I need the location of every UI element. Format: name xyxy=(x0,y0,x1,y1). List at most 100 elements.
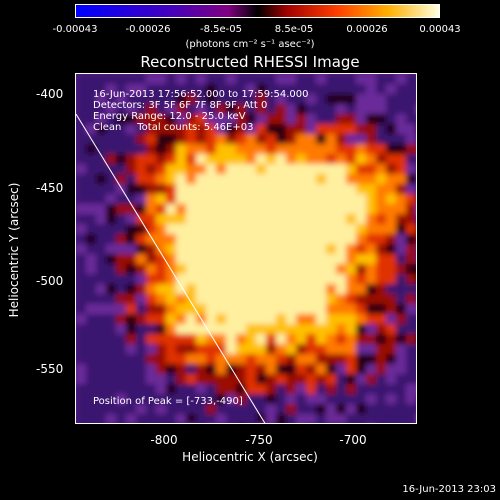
heatmap-cell xyxy=(416,194,417,204)
heatmap-cell xyxy=(156,94,166,104)
heatmap-cell xyxy=(126,84,136,94)
heatmap-cell xyxy=(406,164,416,174)
heatmap-cell xyxy=(316,134,326,144)
heatmap-cell xyxy=(316,244,326,254)
heatmap-cell xyxy=(106,304,116,314)
heatmap-cell xyxy=(326,344,336,354)
heatmap-cell xyxy=(196,174,206,184)
heatmap-cell xyxy=(356,194,366,204)
heatmap-cell xyxy=(166,154,176,164)
heatmap-cell xyxy=(176,364,186,374)
heatmap-cell xyxy=(216,194,226,204)
heatmap-cell xyxy=(176,164,186,174)
heatmap-cell xyxy=(146,334,156,344)
heatmap-cell xyxy=(136,404,146,414)
heatmap-cell xyxy=(206,84,216,94)
heatmap-cell xyxy=(286,204,296,214)
heatmap-cell xyxy=(196,194,206,204)
heatmap-cell xyxy=(176,414,186,423)
heatmap-cell xyxy=(186,334,196,344)
heatmap-cell xyxy=(166,274,176,284)
heatmap-cell xyxy=(266,224,276,234)
heatmap-cell xyxy=(386,134,396,144)
heatmap-cell xyxy=(156,224,166,234)
heatmap-cell xyxy=(96,284,106,294)
heatmap-cell xyxy=(346,174,356,184)
heatmap-cell xyxy=(126,324,136,334)
heatmap-cell xyxy=(366,134,376,144)
heatmap-cell xyxy=(96,364,106,374)
heatmap-cell xyxy=(326,134,336,144)
heatmap-cell xyxy=(306,384,316,394)
heatmap-cell xyxy=(136,224,146,234)
heatmap-cell xyxy=(396,274,406,284)
heatmap-cell xyxy=(206,154,216,164)
heatmap-cell xyxy=(376,194,386,204)
heatmap-cell xyxy=(76,274,86,284)
heatmap-cell xyxy=(116,314,126,324)
heatmap-cell xyxy=(206,264,216,274)
heatmap-cell xyxy=(306,214,316,224)
heatmap-cell xyxy=(186,274,196,284)
heatmap-cell xyxy=(236,154,246,164)
heatmap-cell xyxy=(306,134,316,144)
heatmap-cell xyxy=(386,414,396,423)
heatmap-cell xyxy=(356,354,366,364)
heatmap-cell xyxy=(346,274,356,284)
heatmap-cell xyxy=(146,414,156,423)
heatmap-cell xyxy=(286,214,296,224)
heatmap-cell xyxy=(106,184,116,194)
heatmap-cell xyxy=(206,394,216,404)
heatmap-cell xyxy=(166,144,176,154)
heatmap-cell xyxy=(376,274,386,284)
heatmap-cell xyxy=(406,374,416,384)
heatmap-cell xyxy=(226,204,236,214)
heatmap-cell xyxy=(366,154,376,164)
heatmap-cell xyxy=(396,164,406,174)
heatmap-cell xyxy=(266,194,276,204)
heatmap-cell xyxy=(266,374,276,384)
heatmap-cell xyxy=(406,104,416,114)
info-method-counts: Clean Total counts: 5.46E+03 xyxy=(93,122,254,133)
heatmap-cell xyxy=(346,194,356,204)
heatmap-cell xyxy=(246,314,256,324)
heatmap-cell xyxy=(336,314,346,324)
heatmap-cell xyxy=(366,354,376,364)
heatmap-cell xyxy=(286,254,296,264)
heatmap-cell xyxy=(346,304,356,314)
heatmap-cell xyxy=(236,94,246,104)
heatmap-cell xyxy=(226,94,236,104)
heatmap-cell xyxy=(386,244,396,254)
heatmap-cell xyxy=(336,264,346,274)
heatmap-cell xyxy=(196,74,206,84)
heatmap-cell xyxy=(136,114,146,124)
heatmap-cell xyxy=(76,404,86,414)
y-tick-label: -500 xyxy=(36,274,64,288)
heatmap-cell xyxy=(196,384,206,394)
heatmap-cell xyxy=(196,94,206,104)
heatmap-cell xyxy=(156,74,166,84)
heatmap-cell xyxy=(336,174,346,184)
heatmap-cell xyxy=(276,104,286,114)
heatmap-cell xyxy=(166,224,176,234)
info-detectors: Detectors: 3F 5F 6F 7F 8F 9F, Att 0 xyxy=(93,100,268,111)
heatmap-cell xyxy=(396,84,406,94)
plot-title: Reconstructed RHESSI Image xyxy=(140,53,360,71)
heatmap-cell xyxy=(116,174,126,184)
heatmap-cell xyxy=(356,324,366,334)
heatmap-cell xyxy=(326,114,336,124)
heatmap-cell xyxy=(146,364,156,374)
heatmap-cell xyxy=(316,154,326,164)
heatmap-cell xyxy=(376,324,386,334)
heatmap-cell xyxy=(156,194,166,204)
heatmap-cell xyxy=(276,194,286,204)
heatmap-cell xyxy=(286,224,296,234)
heatmap-cell xyxy=(416,214,417,224)
heatmap-cell xyxy=(266,354,276,364)
heatmap-cell xyxy=(396,74,406,84)
heatmap-cell xyxy=(336,154,346,164)
heatmap-cell xyxy=(296,104,306,114)
heatmap-cell xyxy=(366,374,376,384)
heatmap-cell xyxy=(106,104,116,114)
heatmap-cell xyxy=(226,284,236,294)
